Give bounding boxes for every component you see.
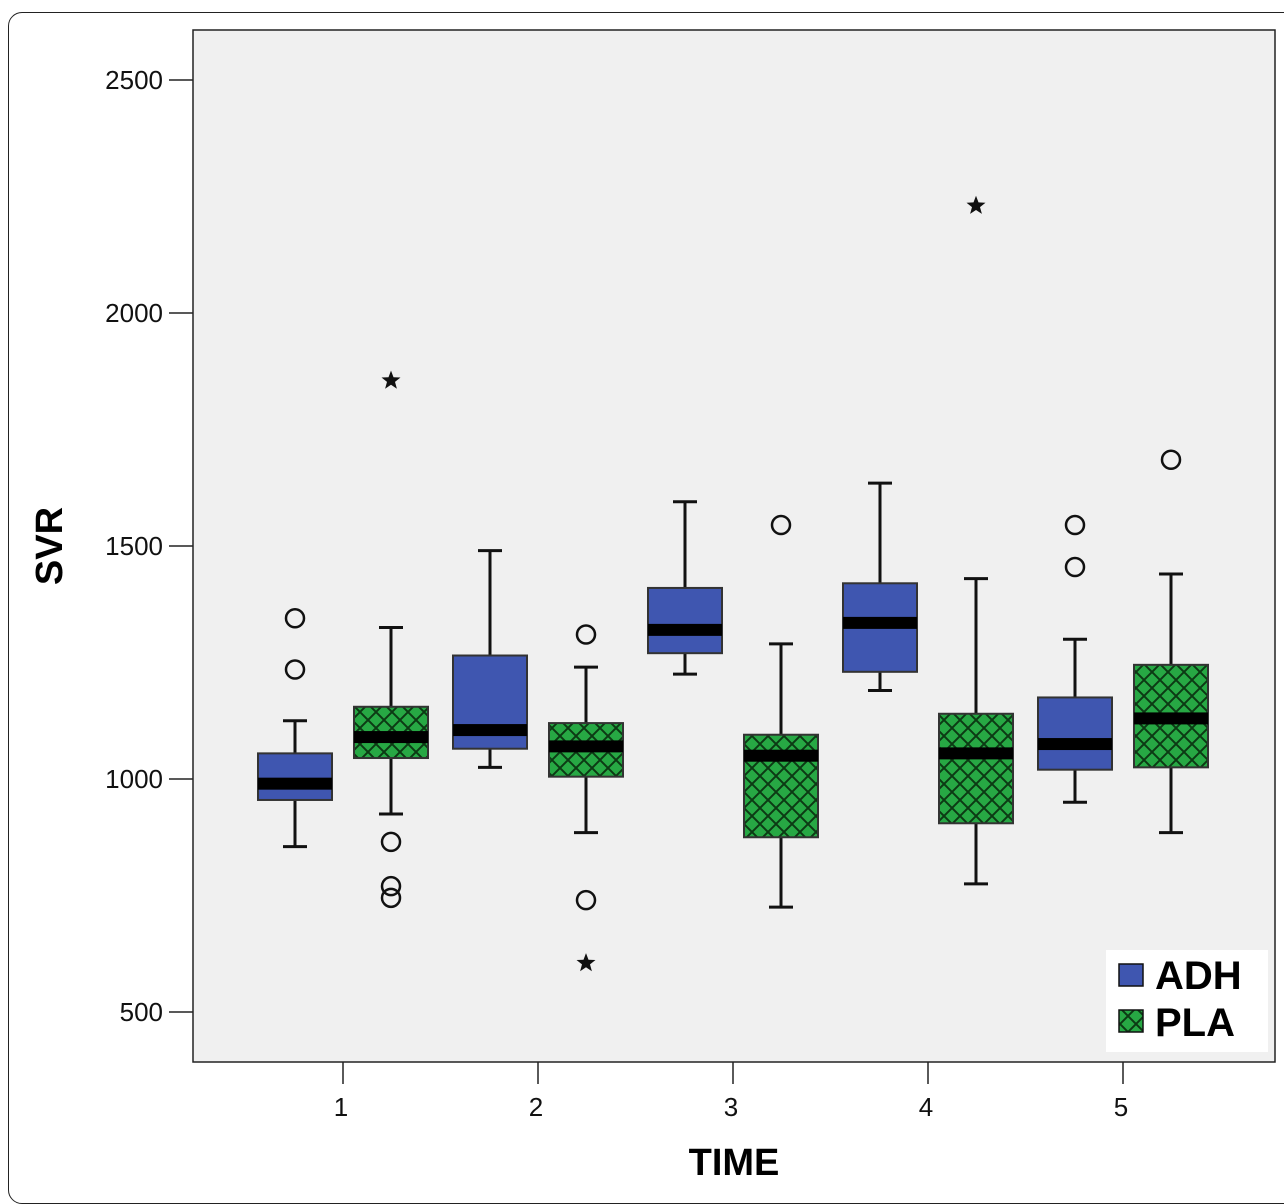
x-tick-label-1: 1 — [334, 1092, 348, 1122]
x-axis-title: TIME — [689, 1142, 780, 1178]
pla-box-2 — [548, 624, 624, 911]
pla-box-5-outlier-0 — [1160, 449, 1182, 471]
adh-box-3 — [647, 500, 723, 676]
adh-box-3-median — [648, 623, 722, 636]
adh-box-1 — [257, 607, 333, 849]
pla-box-3-outlier-0 — [770, 514, 792, 536]
legend-label-pla: PLA — [1155, 1001, 1235, 1045]
pla-box-2-outlier-0 — [575, 624, 597, 645]
pla-box-4-extreme-0 — [966, 195, 986, 214]
y-tick-label-500: 500 — [120, 997, 163, 1027]
pla-box-1-outlier-2 — [380, 887, 402, 909]
legend: ADH PLA — [1106, 950, 1268, 1052]
adh-box-1-median — [258, 777, 332, 790]
adh-box-4-median — [843, 616, 917, 629]
y-tick-label-1000: 1000 — [105, 764, 163, 794]
pla-box-3-median — [744, 749, 818, 762]
pla-box-2-median — [549, 740, 623, 753]
pla-box-5 — [1133, 449, 1209, 835]
pla-box-1 — [353, 626, 429, 909]
adh-box-1-iqr — [257, 752, 333, 801]
adh-box-5-outlier-1 — [1064, 556, 1086, 578]
adh-box-5-median — [1038, 738, 1112, 751]
pla-box-1-median — [354, 731, 428, 744]
x-tick-label-5: 5 — [1114, 1092, 1128, 1122]
adh-box-3-iqr — [647, 586, 723, 655]
adh-box-2-median — [453, 724, 527, 737]
axes: 500 1000 1500 2000 2500 1 2 3 4 5 — [105, 65, 1128, 1122]
legend-label-adh: ADH — [1155, 954, 1242, 998]
adh-box-2 — [452, 549, 528, 769]
pla-box-2-outlier-1 — [575, 889, 597, 911]
y-tick-label-1500: 1500 — [105, 531, 163, 561]
pla-box-1-outlier-0 — [380, 831, 402, 853]
pla-box-1-extreme-0-shape — [381, 370, 401, 389]
x-tick-label-2: 2 — [529, 1092, 543, 1122]
pla-box-3 — [743, 514, 819, 909]
legend-swatch-pla — [1118, 1009, 1144, 1033]
adh-box-5-iqr — [1037, 696, 1113, 771]
adh-box-5 — [1037, 514, 1113, 804]
svr-boxplot-chart: 500 1000 1500 2000 2500 1 2 3 4 5 ADH PLA SVR TIM… — [29, 29, 1276, 1178]
pla-box-1-extreme-0 — [381, 370, 401, 389]
y-axis-title: SVR — [29, 507, 71, 585]
boxes-layer — [257, 195, 1209, 972]
y-tick-label-2000: 2000 — [105, 298, 163, 328]
adh-box-1-outlier-0 — [284, 607, 306, 629]
pla-box-4-iqr — [938, 712, 1014, 825]
adh-box-5-outlier-0 — [1064, 514, 1086, 536]
pla-box-1-outlier-1 — [380, 875, 402, 897]
plot-area — [192, 29, 1276, 1063]
adh-box-1-outlier-1 — [284, 659, 306, 680]
x-tick-label-3: 3 — [724, 1092, 738, 1122]
pla-box-4 — [938, 577, 1014, 886]
pla-box-4-median — [939, 747, 1013, 760]
adh-box-4 — [842, 481, 918, 692]
legend-swatch-adh — [1118, 963, 1144, 987]
x-tick-label-4: 4 — [919, 1092, 933, 1122]
pla-box-2-extreme-0-shape — [576, 953, 596, 972]
pla-box-5-median — [1134, 712, 1208, 725]
y-tick-label-2500: 2500 — [105, 65, 163, 95]
pla-box-2-extreme-0 — [576, 953, 596, 972]
pla-box-4-extreme-0-shape — [966, 195, 986, 214]
